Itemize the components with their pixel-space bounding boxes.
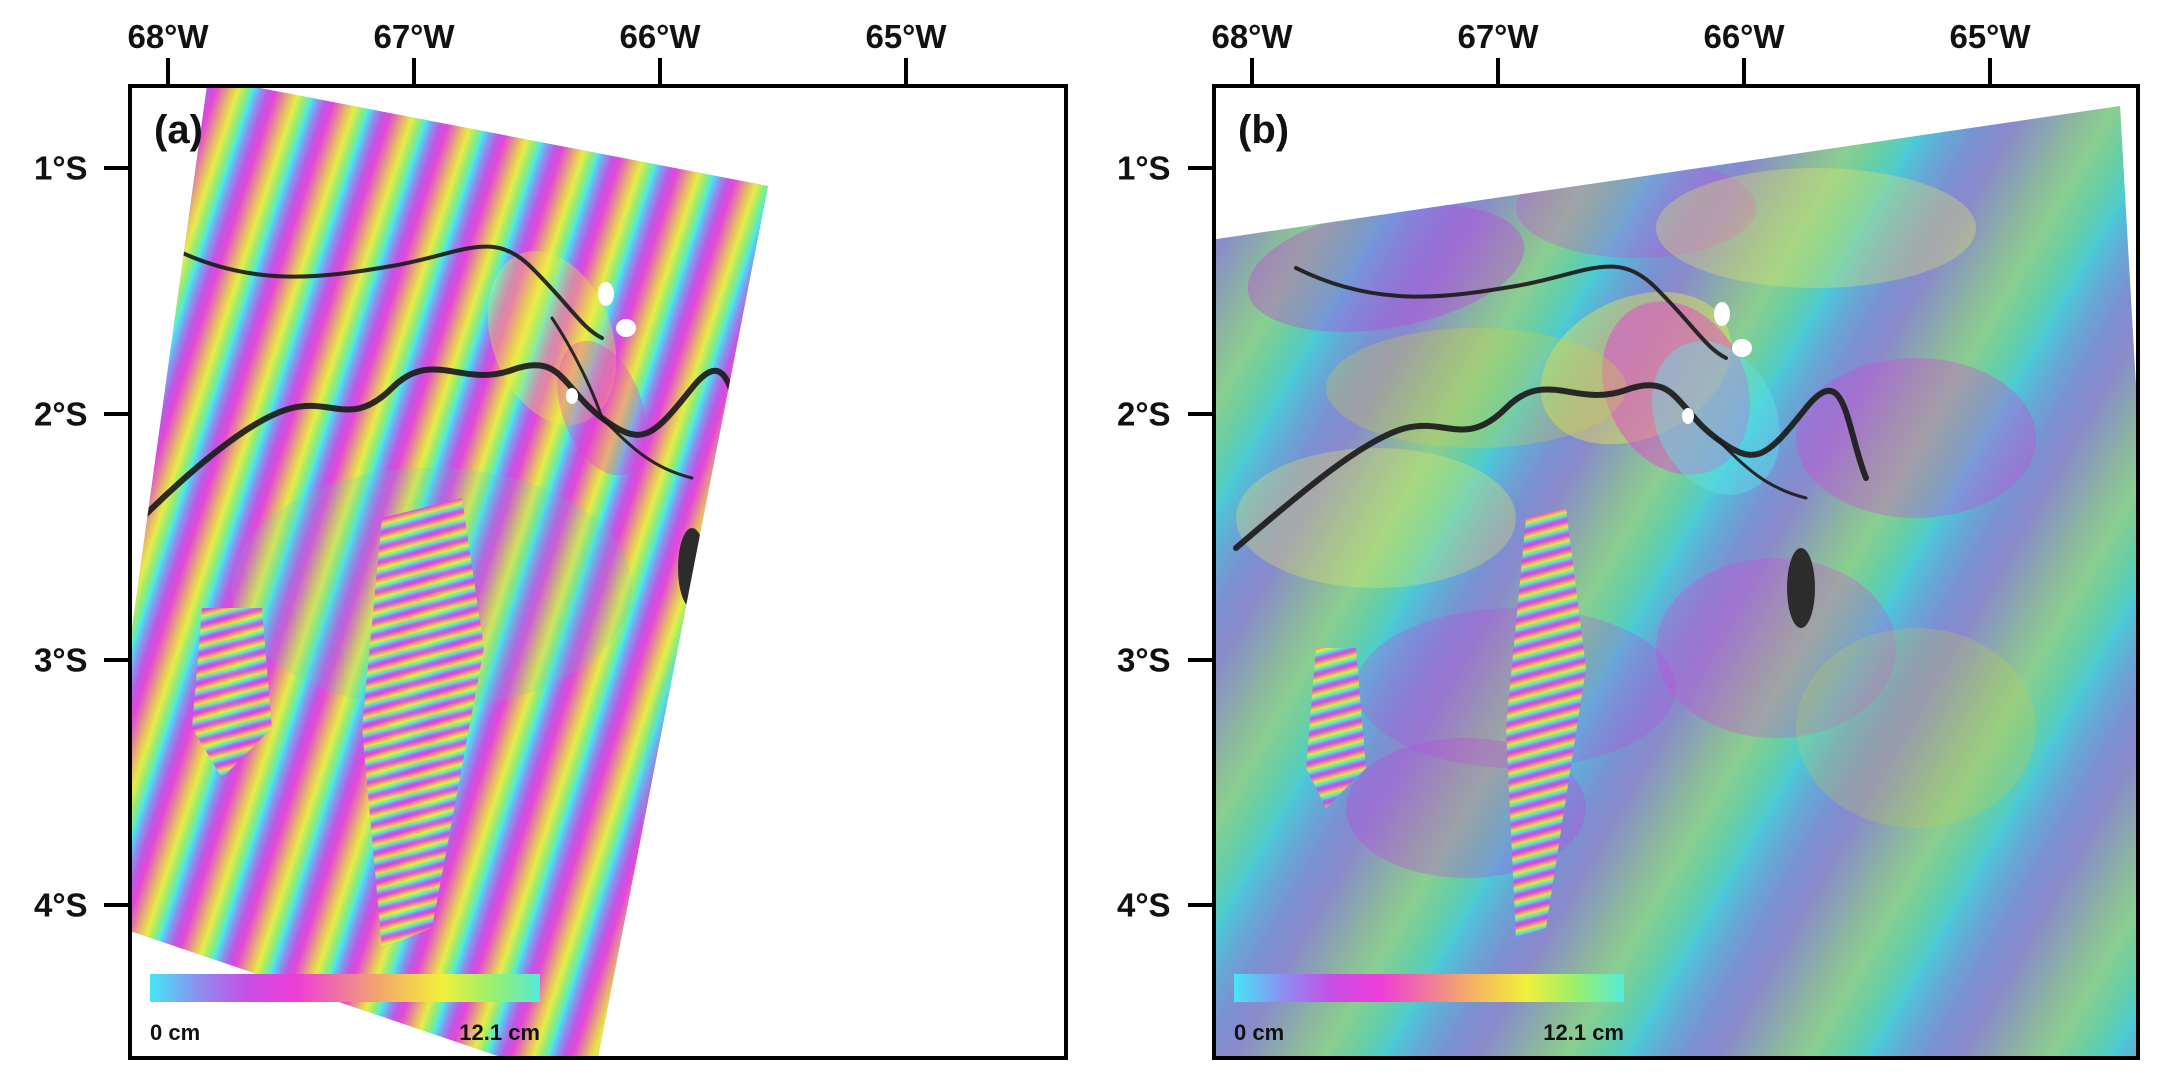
lat-label-3s-b: 3°S [1117,641,1171,679]
lat-tick-b-4 [1188,903,1212,907]
colorbar-b-max-label: 12.1 cm [1543,1020,1624,1045]
panel-a-map: (a) 0 cm 12.1 cm [128,84,1068,1060]
lon-tick-b-3 [1742,58,1746,84]
lat-tick-a-3 [104,658,128,662]
lat-label-1s-a: 1°S [34,149,88,187]
lon-label-67w-a: 67°W [373,18,455,55]
lon-label-65w-a: 65°W [865,18,947,55]
colorbar-a [150,974,540,1002]
lat-tick-b-3 [1188,658,1212,662]
panel-b-label: (b) [1238,108,1290,152]
lat-label-4s-b: 4°S [1117,886,1171,924]
svg-a-image-area [132,88,768,1056]
colorbar-b [1234,974,1624,1002]
lon-label-65w-b: 65°W [1949,18,2031,55]
lon-tick-b-4 [1988,58,1992,84]
panel-b-interferogram [1216,106,2136,1056]
lat-tick-a-4 [104,903,128,907]
lon-tick-a-2 [412,58,416,84]
lat-tick-b-1 [1188,166,1212,170]
lon-label-68w-b: 68°W [1211,18,1293,55]
lat-label-2s-a: 2°S [34,395,88,433]
lat-tick-a-2 [104,412,128,416]
lon-label-66w-a: 66°W [619,18,701,55]
panel-a-label: (a) [154,108,203,152]
lat-tick-a-1 [104,166,128,170]
panel-b-map: (b) 0 cm 12.1 cm [1212,84,2140,1060]
lat-label-4s-a: 4°S [34,886,88,924]
svg-b-image-area [1216,106,2136,1056]
lat-label-1s-b: 1°S [1117,149,1171,187]
colorbar-a-max-label: 12.1 cm [459,1020,540,1045]
lon-tick-a-1 [166,58,170,84]
lon-label-68w-a: 68°W [127,18,209,55]
lon-tick-a-3 [658,58,662,84]
panel-a-interferogram [132,88,768,1056]
lat-tick-b-2 [1188,412,1212,416]
lon-label-66w-b: 66°W [1703,18,1785,55]
lat-label-3s-a: 3°S [34,641,88,679]
lat-label-2s-b: 2°S [1117,395,1171,433]
lon-tick-b-1 [1250,58,1254,84]
lon-tick-a-4 [904,58,908,84]
lon-tick-b-2 [1496,58,1500,84]
colorbar-b-min-label: 0 cm [1234,1020,1285,1045]
colorbar-a-min-label: 0 cm [150,1020,201,1045]
lon-label-67w-b: 67°W [1457,18,1539,55]
